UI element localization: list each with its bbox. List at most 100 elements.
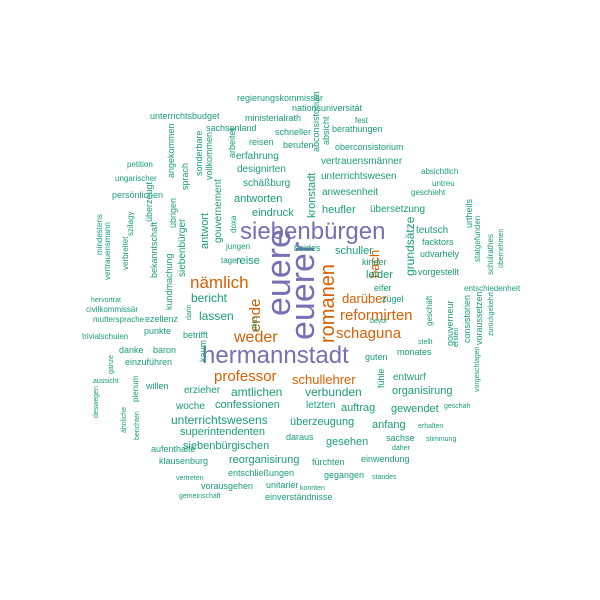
word-julius: julius bbox=[252, 316, 259, 332]
word-guten: guten bbox=[365, 352, 388, 362]
word-reise: reise bbox=[236, 255, 260, 267]
word-kinder: kinder bbox=[362, 257, 387, 267]
word-ezellenz: ezellenz bbox=[145, 314, 179, 324]
word-ganze: ganze bbox=[108, 354, 115, 374]
word-entwurf: entwurf bbox=[393, 372, 426, 383]
word-grundsaetze: grundsätze bbox=[403, 216, 417, 276]
word-fuerchten: fürchten bbox=[312, 457, 345, 467]
word-entschiedenheit: entschiedenheit bbox=[464, 284, 521, 293]
word-verbunden: verbunden bbox=[305, 385, 362, 399]
word-auftrag: auftrag bbox=[341, 402, 376, 414]
word-udvarhely: udvarhely bbox=[420, 249, 460, 259]
word-schaguna: schaguna bbox=[336, 325, 402, 342]
word-woche: woche bbox=[176, 401, 205, 412]
word-tagen: tagen bbox=[221, 256, 242, 265]
word-bevor: bevor bbox=[370, 318, 388, 325]
word-vertrauensmann: vertrauensmann bbox=[103, 222, 112, 280]
word-unterrichtswesen: unterrichtswesen bbox=[321, 171, 397, 182]
word-sprach: sprach bbox=[180, 162, 190, 190]
word-verbreitet: verbreitet bbox=[121, 236, 130, 270]
word-reorganisirung: reorganisirung bbox=[229, 454, 300, 466]
word-antworten: antworten bbox=[234, 193, 283, 205]
word-stimmung: stimmung bbox=[426, 436, 457, 443]
word-absicht: absicht bbox=[321, 116, 331, 145]
word-weder: weder bbox=[234, 329, 278, 346]
word-untreu: untreu bbox=[432, 179, 455, 188]
word-consistorien: consistorien bbox=[462, 294, 472, 343]
word-kronstadt: kronstadt bbox=[306, 172, 318, 218]
word-regierungskommissaer: regierungskommissär bbox=[237, 93, 324, 103]
word-letzten: letzten bbox=[306, 400, 336, 411]
word-trivialschulen: trivialschulen bbox=[82, 332, 129, 341]
word-konnten: konnten bbox=[300, 485, 325, 492]
word-geschieht: geschieht bbox=[411, 188, 446, 197]
word-danke: danke bbox=[119, 345, 144, 355]
word-sachsenland: sachsenland bbox=[206, 123, 257, 133]
word-erzieher: erzieher bbox=[184, 385, 221, 396]
word-zurueckgekehrt: zurückgekehrt bbox=[488, 292, 495, 336]
word-fest: fest bbox=[355, 116, 368, 125]
word-gegangen: gegangen bbox=[324, 470, 365, 480]
word-bekanntschaft: bekanntschaft bbox=[149, 221, 159, 278]
word-lassen: lassen bbox=[199, 309, 234, 323]
word-berichten: berichten bbox=[134, 411, 141, 440]
word-sachse: sachse bbox=[386, 433, 415, 443]
word-schullehrer: schullehrer bbox=[292, 372, 356, 387]
word-facktors: facktors bbox=[422, 237, 454, 247]
word-plenum: plenum bbox=[131, 375, 140, 402]
word-schneller: schneller bbox=[275, 127, 312, 137]
word-organisirung: organisirung bbox=[392, 385, 453, 397]
word-designirten: designirten bbox=[237, 164, 286, 175]
word-doxa: doxa bbox=[229, 215, 238, 233]
word-bericht: bericht bbox=[191, 291, 228, 305]
word-erhalten: erhalten bbox=[418, 423, 444, 430]
word-sonderbare: sonderbare bbox=[194, 130, 204, 176]
word-geschaeft: geschäft bbox=[425, 295, 434, 326]
word-amtlichen: amtlichen bbox=[231, 385, 283, 399]
word-beides: beides bbox=[294, 243, 321, 253]
word-uebernehmen: übernehmen bbox=[498, 228, 505, 268]
word-heufler: heufler bbox=[322, 204, 356, 216]
word-geschah: geschah bbox=[444, 403, 471, 410]
word-nationsuniversitaet: nationsuniversität bbox=[292, 103, 363, 113]
word-aehnliche: ähnliche bbox=[121, 406, 128, 433]
word-voraussetzen: voraussetzen bbox=[474, 291, 484, 345]
word-schuller: schuller bbox=[335, 245, 373, 257]
word-petition: petition bbox=[127, 160, 153, 169]
word-kaum: kaum bbox=[198, 339, 208, 362]
word-daher: daher bbox=[392, 445, 410, 452]
word-civilkommissaer: civilkommissär bbox=[86, 305, 138, 314]
word-ministerialrath: ministerialrath bbox=[245, 113, 302, 123]
word-leider: leider bbox=[366, 269, 393, 281]
word-berathungen: berathungen bbox=[332, 124, 383, 134]
word-unitarier: unitarier bbox=[266, 480, 299, 490]
word-professor: professor bbox=[214, 368, 277, 385]
word-berufen: berufen bbox=[283, 140, 314, 150]
word-teutsch: teutsch bbox=[416, 225, 449, 236]
word-confessionen: confessionen bbox=[215, 399, 280, 411]
word-siebenbuergen: siebenbürgen bbox=[240, 218, 386, 245]
word-einzufuehren: einzuführen bbox=[125, 357, 173, 367]
word-einverstaendnisse: einverständnisse bbox=[265, 492, 333, 502]
word-einwendung: einwendung bbox=[361, 454, 410, 464]
word-uebersetzung: übersetzung bbox=[370, 204, 426, 215]
word-romanen: romanen bbox=[317, 264, 339, 343]
word-darin: darin bbox=[186, 304, 193, 320]
word-darueber: darüber bbox=[342, 291, 387, 306]
word-hermannstadt: hermannstadt bbox=[202, 342, 349, 369]
word-aufenthalte: aufenthalte bbox=[151, 444, 196, 454]
word-schaessburg: schäßburg bbox=[243, 178, 291, 189]
word-ungarischer: ungarischer bbox=[115, 174, 157, 183]
word-vertrauensmaenner: vertrauensmänner bbox=[321, 156, 403, 167]
word-antwort: antwort bbox=[199, 212, 211, 249]
word-muttersprache: muttersprache bbox=[93, 315, 145, 324]
word-daraus: daraus bbox=[286, 432, 314, 442]
word-statgefunden: statgefunden bbox=[473, 215, 482, 262]
word-standes: standes bbox=[372, 474, 397, 481]
word-entschliessungen: entschließungen bbox=[228, 468, 295, 478]
word-zuegel: zügel bbox=[382, 294, 404, 304]
word-jungen: jungen bbox=[226, 242, 251, 251]
word-gouvernement: gouvernement bbox=[213, 179, 224, 243]
word-kundmachung: kundmachung bbox=[164, 253, 174, 310]
